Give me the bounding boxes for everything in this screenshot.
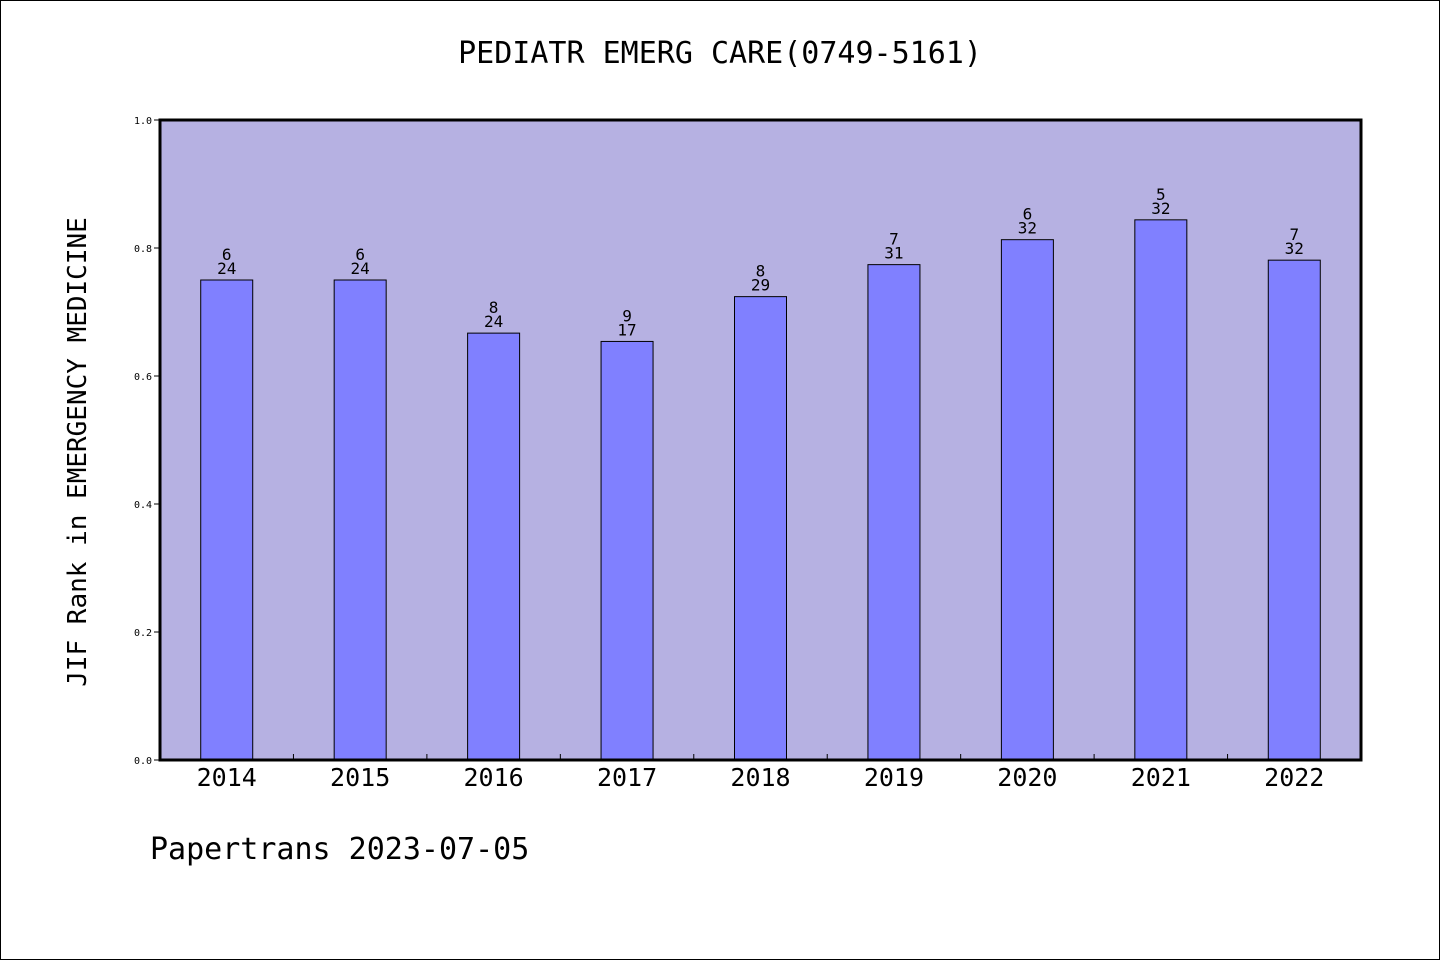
x-tick-label: 2019 <box>864 763 924 792</box>
bar-2016 <box>467 332 521 761</box>
bar-2021 <box>1134 219 1188 761</box>
y-tick-label: 0.8 <box>134 244 152 255</box>
bars-group <box>200 219 1321 761</box>
footer-watermark: Papertrans 2023-07-05 <box>150 832 530 867</box>
bar-2014 <box>200 279 254 761</box>
bar-2019 <box>867 264 921 761</box>
x-tick-label: 2015 <box>330 763 390 792</box>
x-tick-label: 2021 <box>1131 763 1191 792</box>
bar-rank-label: 7 <box>1289 225 1299 244</box>
bar-total-label: 32 <box>1151 199 1170 218</box>
y-tick-label: 1.0 <box>134 116 152 127</box>
bar-total-label: 32 <box>1018 219 1037 238</box>
bar-rank-label: 5 <box>1156 185 1166 204</box>
bar-total-label: 24 <box>351 259 370 278</box>
bar-rank-label: 6 <box>355 245 365 264</box>
bar-total-label: 31 <box>884 244 903 263</box>
bar-2017 <box>600 340 654 761</box>
bar-total-label: 24 <box>484 312 503 331</box>
x-tick-label: 2016 <box>464 763 524 792</box>
bar-total-label: 24 <box>217 259 236 278</box>
bar-2022 <box>1267 259 1321 761</box>
bar-total-label: 29 <box>751 276 770 295</box>
y-tick-label: 0.2 <box>134 628 152 639</box>
y-tick-label: 0.0 <box>134 756 152 767</box>
chart-title: PEDIATR EMERG CARE(0749-5161) <box>458 36 982 71</box>
x-tick-label: 2017 <box>597 763 657 792</box>
bar-total-label: 32 <box>1285 239 1304 258</box>
plot-border <box>158 118 1363 762</box>
bar-rank-label: 9 <box>622 306 632 325</box>
y-tick-label: 0.4 <box>134 500 152 511</box>
axes-group: 2014 2015 2016 2017 2018 2019 2020 2021 2022 0.0 0… <box>134 116 1324 792</box>
bar-rank-label: 6 <box>1023 205 1033 224</box>
bar-rank-label: 6 <box>222 245 232 264</box>
bar-rank-label: 8 <box>489 298 499 317</box>
bar-rank-label: 8 <box>756 262 766 281</box>
x-tick-label: 2018 <box>730 763 790 792</box>
x-tick-label: 2014 <box>197 763 257 792</box>
bar-total-label: 17 <box>617 320 636 339</box>
x-tick-label: 2022 <box>1264 763 1324 792</box>
bar-2018 <box>734 296 787 761</box>
bar-rank-label: 7 <box>889 230 899 249</box>
bar-2020 <box>1000 239 1054 761</box>
x-tick-label: 2020 <box>997 763 1057 792</box>
y-tick-label: 0.6 <box>134 372 152 383</box>
bar-2015 <box>333 279 387 761</box>
